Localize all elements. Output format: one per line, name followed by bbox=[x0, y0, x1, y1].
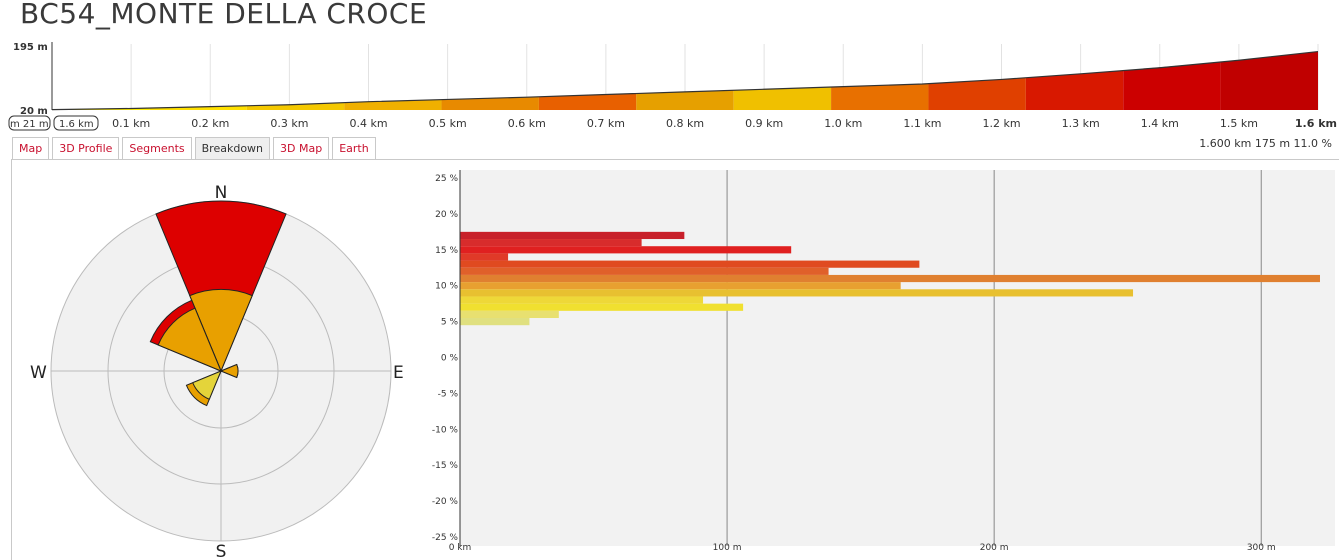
range-start-marker[interactable] bbox=[8, 115, 51, 131]
profile-segment bbox=[733, 87, 832, 110]
histogram-bar[interactable] bbox=[460, 246, 792, 254]
rose-sector-inner bbox=[192, 370, 222, 400]
histogram-gridlines bbox=[726, 170, 1262, 546]
profile-x-tick-label: 1.2 km bbox=[982, 117, 1020, 130]
elevation-profile-line bbox=[51, 50, 1319, 111]
histogram-bar[interactable] bbox=[460, 253, 509, 261]
histogram-bar[interactable] bbox=[460, 239, 642, 247]
profile-x-tick-label: 1.0 km bbox=[824, 117, 862, 130]
profile-x-tick-label: 0.8 km bbox=[666, 117, 704, 130]
profile-x-tick-label: 1.4 km bbox=[1141, 117, 1179, 130]
elevation-profile-area bbox=[52, 51, 1318, 110]
profile-y-min-label: 20 m bbox=[20, 106, 48, 117]
profile-x-tick-label: 0.6 km bbox=[508, 117, 546, 130]
histogram-y-tick-label: 20 % bbox=[435, 210, 458, 220]
profile-y-max-label: 195 m bbox=[13, 42, 48, 53]
profile-x-tick-label: 0.4 km bbox=[349, 117, 387, 130]
profile-segment bbox=[1123, 61, 1221, 110]
histogram-bar[interactable] bbox=[460, 303, 744, 311]
profile-segment bbox=[1220, 51, 1318, 110]
rose-label-west: W bbox=[30, 363, 47, 383]
route-stats: 1.600 km 175 m 11.0 % bbox=[1199, 137, 1332, 150]
histogram-y-tick-label: -20 % bbox=[432, 497, 459, 507]
profile-x-tick-label: 0.2 km bbox=[191, 117, 229, 130]
histogram-bar[interactable] bbox=[460, 282, 901, 290]
histogram-bar[interactable] bbox=[460, 318, 530, 326]
profile-x-tick-label: 1.6 km bbox=[1295, 117, 1337, 130]
tab-earth[interactable]: Earth bbox=[332, 137, 376, 159]
profile-x-axis-ticks: 0.1 km 0.2 km 0.3 km 0.4 km 0.5 km 0.6 km 0.7 … bbox=[112, 44, 1337, 130]
profile-x-tick-label: 0.7 km bbox=[587, 117, 625, 130]
histogram-y-tick-label: -15 % bbox=[432, 461, 459, 471]
rose-sector-inner bbox=[219, 363, 239, 379]
histogram-bar[interactable] bbox=[460, 231, 685, 240]
profile-segment bbox=[246, 102, 345, 110]
rose-label-south: S bbox=[216, 542, 227, 559]
route-title: BC54_MONTE DELLA CROCE bbox=[20, 0, 428, 30]
profile-x-tick-label: 1.5 km bbox=[1220, 117, 1258, 130]
tab-3d-map[interactable]: 3D Map bbox=[273, 137, 330, 159]
profile-x-tick-label: 0.5 km bbox=[429, 117, 467, 130]
histogram-x-tick-label: 100 m bbox=[713, 543, 742, 553]
tab-segments[interactable]: Segments bbox=[122, 137, 192, 159]
rose-sector-outer bbox=[155, 200, 287, 373]
direction-rose-chart: N E S W bbox=[30, 183, 404, 559]
histogram-y-tick-label: -5 % bbox=[438, 389, 459, 399]
profile-x-tick-label: 0.9 km bbox=[745, 117, 783, 130]
histogram-bar[interactable] bbox=[460, 260, 920, 268]
tab-breakdown[interactable]: Breakdown bbox=[194, 137, 271, 160]
profile-segment bbox=[441, 96, 539, 110]
histogram-y-tick-label: 10 % bbox=[435, 282, 458, 292]
histogram-bar[interactable] bbox=[460, 296, 704, 304]
profile-segment bbox=[928, 77, 1026, 110]
histogram-bar[interactable] bbox=[460, 267, 829, 275]
histogram-bar[interactable] bbox=[460, 289, 1134, 297]
histogram-bar[interactable] bbox=[460, 274, 1320, 283]
range-start-label: m 21 m bbox=[10, 119, 49, 130]
range-end-marker[interactable] bbox=[53, 115, 99, 131]
elevation-profile-chart[interactable]: 0.1 km 0.2 km 0.3 km 0.4 km 0.5 km 0.6 km 0.7 … bbox=[0, 36, 1339, 136]
histogram-bars bbox=[460, 231, 1320, 326]
rose-label-east: E bbox=[393, 363, 404, 383]
histogram-y-tick-label: 15 % bbox=[435, 246, 458, 256]
profile-segment bbox=[831, 83, 929, 110]
histogram-y-tick-label: 25 % bbox=[435, 174, 458, 184]
profile-x-tick-label: 0.1 km bbox=[112, 117, 150, 130]
histogram-y-axis-ticks: 25 % 20 % 15 % 10 % 5 % 0 % -5 % -10 % -15 % -20 … bbox=[432, 174, 459, 543]
histogram-y-tick-label: 5 % bbox=[441, 318, 459, 328]
rose-label-north: N bbox=[215, 183, 228, 203]
profile-segment bbox=[538, 93, 637, 110]
histogram-bar[interactable] bbox=[460, 310, 559, 319]
rose-sector-inner bbox=[189, 288, 253, 373]
rose-sectors bbox=[149, 200, 287, 407]
profile-x-tick-label: 1.3 km bbox=[1062, 117, 1100, 130]
histogram-y-tick-label: -25 % bbox=[432, 533, 459, 543]
histogram-x-tick-label: 300 m bbox=[1247, 543, 1276, 553]
tab-map[interactable]: Map bbox=[12, 137, 50, 159]
histogram-x-axis-ticks: 0 km 100 m 200 m 300 m bbox=[449, 543, 1276, 553]
profile-segment bbox=[1025, 70, 1124, 110]
histogram-x-tick-label: 0 km bbox=[449, 543, 472, 553]
histogram-y-tick-label: -10 % bbox=[432, 425, 459, 435]
profile-x-tick-label: 0.3 km bbox=[270, 117, 308, 130]
profile-segment bbox=[636, 90, 734, 110]
histogram-x-tick-label: 200 m bbox=[980, 543, 1009, 553]
range-end-label: 1.6 km bbox=[59, 119, 94, 130]
gradient-histogram-chart: 25 % 20 % 15 % 10 % 5 % 0 % -5 % -10 % -15 % -20 … bbox=[432, 170, 1335, 553]
profile-x-tick-label: 1.1 km bbox=[903, 117, 941, 130]
histogram-y-tick-label: 0 % bbox=[441, 354, 459, 364]
tab-3d-profile[interactable]: 3D Profile bbox=[52, 137, 120, 159]
tab-bar: Map 3D Profile Segments Breakdown 3D Map… bbox=[12, 137, 376, 160]
histogram-plot-area bbox=[460, 170, 1335, 546]
rose-sector-inner bbox=[157, 307, 222, 372]
